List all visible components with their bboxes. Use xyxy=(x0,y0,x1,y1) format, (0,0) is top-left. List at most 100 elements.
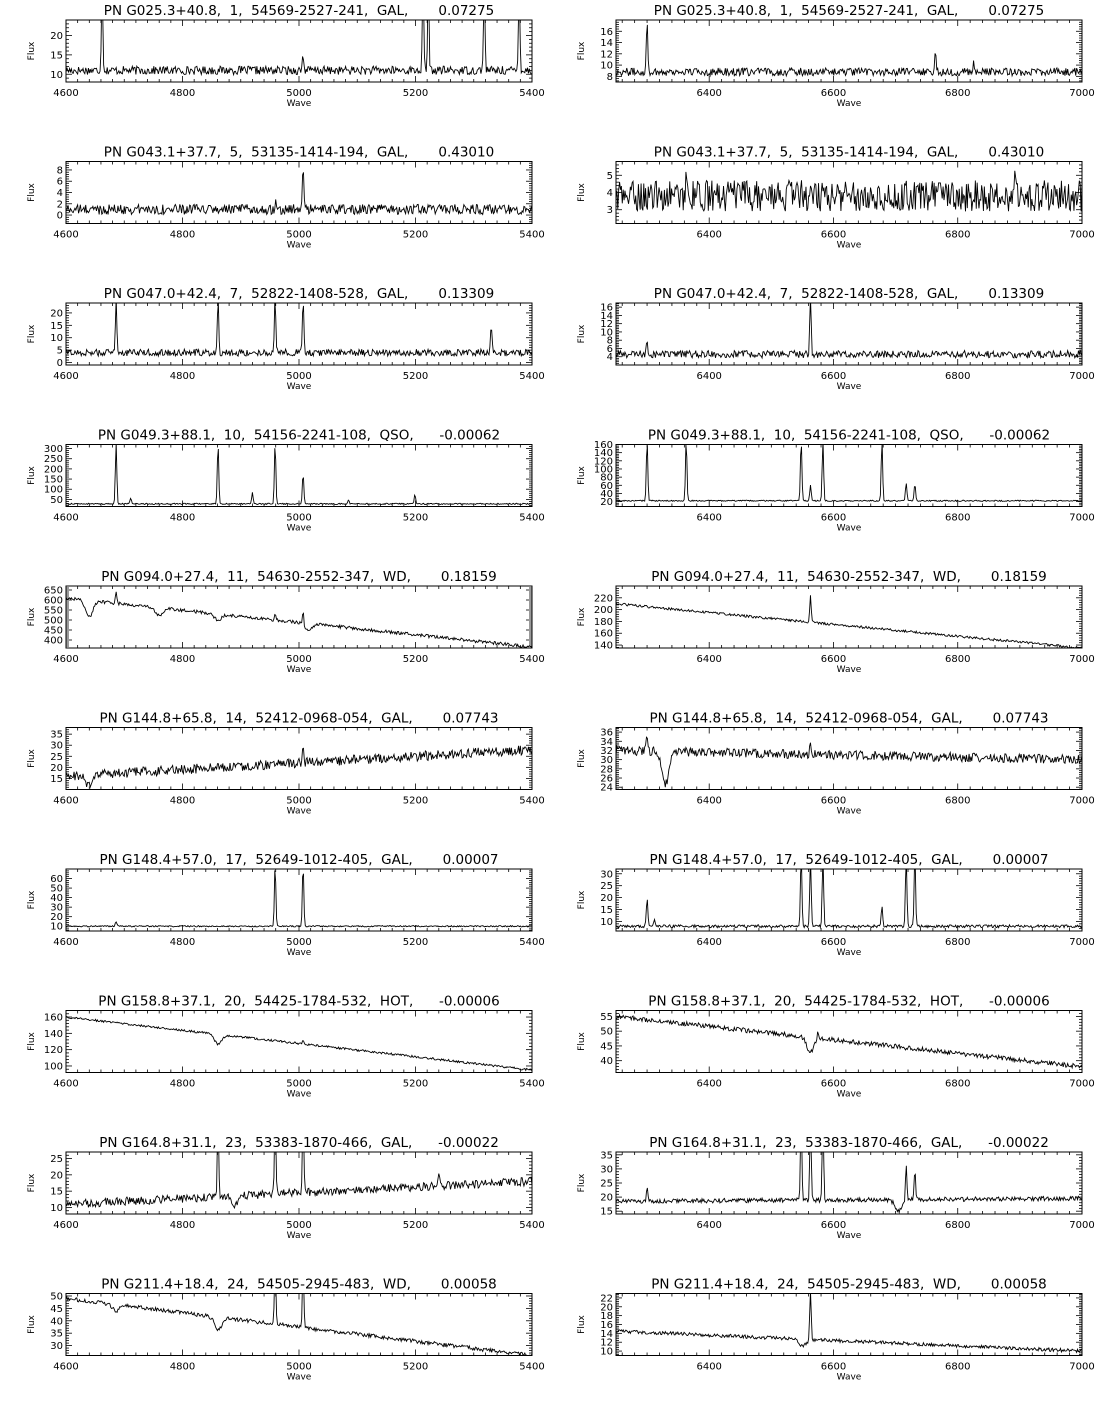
x-axis-label: Wave xyxy=(287,241,312,251)
x-tick-label: 4800 xyxy=(170,654,195,665)
x-tick-label: 5000 xyxy=(286,1220,311,1231)
x-tick-label: 7000 xyxy=(1069,654,1094,665)
x-tick-label: 5200 xyxy=(403,1079,428,1090)
y-tick-label: 20 xyxy=(600,1302,613,1313)
y-tick-label: 12 xyxy=(600,319,613,330)
y-tick-label: 10 xyxy=(600,327,613,338)
y-axis-label: Flux xyxy=(27,324,37,343)
panel-title: PN G049.3+88.1, 10, 54156-2241-108, QSO,… xyxy=(648,428,1050,444)
y-tick-label: 16 xyxy=(600,303,613,314)
x-tick-label: 4600 xyxy=(53,654,78,665)
x-tick-label: 4600 xyxy=(53,1362,78,1373)
x-tick-label: 6400 xyxy=(696,1079,721,1090)
x-tick-label: 6600 xyxy=(821,230,846,241)
y-tick-label: 200 xyxy=(594,605,613,616)
x-tick-label: 6400 xyxy=(696,937,721,948)
x-tick-label: 5400 xyxy=(519,371,544,382)
x-tick-label: 4600 xyxy=(53,796,78,807)
x-axis-label: Wave xyxy=(837,1231,862,1241)
spectrum-panel: PN G047.0+42.4, 7, 52822-1408-528, GAL, … xyxy=(27,286,545,392)
plot-frame xyxy=(615,302,1083,366)
y-axis-label: Flux xyxy=(27,1031,37,1050)
plot-frame xyxy=(615,1010,1083,1073)
y-tick-label: 60 xyxy=(600,481,613,492)
x-axis-label: Wave xyxy=(837,1090,862,1100)
y-tick-label: 20 xyxy=(50,912,63,923)
x-tick-label: 6800 xyxy=(945,513,970,524)
y-tick-label: 22 xyxy=(600,1293,613,1304)
x-tick-label: 5200 xyxy=(403,513,428,524)
x-tick-label: 5400 xyxy=(519,1220,544,1231)
y-tick-label: 20 xyxy=(50,763,63,774)
y-tick-label: 140 xyxy=(594,448,613,459)
y-tick-label: 180 xyxy=(594,617,613,628)
x-tick-label: 6400 xyxy=(696,654,721,665)
x-tick-label: 5000 xyxy=(286,513,311,524)
x-axis-label: Wave xyxy=(287,1373,312,1383)
x-tick-label: 5400 xyxy=(519,88,544,99)
y-tick-label: 32 xyxy=(600,746,613,757)
x-tick-label: 5400 xyxy=(519,1079,544,1090)
y-tick-label: 4 xyxy=(57,188,63,199)
x-tick-label: 6600 xyxy=(821,1079,846,1090)
x-tick-label: 6800 xyxy=(945,371,970,382)
x-tick-label: 7000 xyxy=(1069,1220,1094,1231)
spectrum-panel: PN G164.8+31.1, 23, 53383-1870-466, GAL,… xyxy=(577,1135,1095,1241)
y-tick-label: 26 xyxy=(600,774,613,785)
y-axis-label: Flux xyxy=(577,748,587,767)
spectrum-line xyxy=(66,444,532,506)
x-tick-label: 5400 xyxy=(519,796,544,807)
x-tick-label: 5200 xyxy=(403,796,428,807)
x-tick-label: 5000 xyxy=(286,1362,311,1373)
y-axis-label: Flux xyxy=(27,41,37,60)
panel-title: PN G158.8+37.1, 20, 54425-1784-532, HOT,… xyxy=(98,994,499,1010)
x-tick-label: 6600 xyxy=(821,654,846,665)
x-tick-label: 4600 xyxy=(53,1079,78,1090)
y-tick-label: 8 xyxy=(607,336,613,347)
panel-title: PN G211.4+18.4, 24, 54505-2945-483, WD, … xyxy=(101,1277,497,1293)
panel-title: PN G043.1+37.7, 5, 53135-1414-194, GAL, … xyxy=(654,145,1044,161)
spectrum-line xyxy=(616,24,1082,78)
x-tick-label: 6800 xyxy=(945,1220,970,1231)
spectrum-line xyxy=(616,170,1082,212)
y-tick-label: 35 xyxy=(50,730,63,741)
y-tick-label: 20 xyxy=(50,1170,63,1181)
x-tick-label: 5000 xyxy=(286,88,311,99)
spectrum-line xyxy=(66,1152,532,1210)
y-tick-label: 200 xyxy=(44,464,63,475)
y-tick-label: 8 xyxy=(607,72,613,83)
y-axis-label: Flux xyxy=(27,890,37,909)
y-tick-label: 100 xyxy=(44,1061,63,1072)
y-tick-label: 0 xyxy=(57,358,63,369)
x-axis-label: Wave xyxy=(837,99,862,109)
x-tick-label: 6400 xyxy=(696,1362,721,1373)
x-tick-label: 6600 xyxy=(821,513,846,524)
y-axis-label: Flux xyxy=(27,465,37,484)
y-tick-label: 10 xyxy=(50,333,63,344)
x-tick-label: 5400 xyxy=(519,654,544,665)
y-tick-label: 5 xyxy=(607,171,613,182)
plot-frame xyxy=(65,868,533,932)
spectrum-panel: PN G049.3+88.1, 10, 54156-2241-108, QSO,… xyxy=(27,428,545,534)
y-tick-label: 40 xyxy=(600,489,613,500)
spectrum-line xyxy=(66,591,532,648)
y-tick-label: 36 xyxy=(600,728,613,739)
y-tick-label: 100 xyxy=(594,464,613,475)
y-axis-label: Flux xyxy=(27,748,37,767)
y-tick-label: 400 xyxy=(44,636,63,647)
spectrum-line xyxy=(616,444,1082,503)
panel-title: PN G144.8+65.8, 14, 52412-0968-054, GAL,… xyxy=(650,711,1049,727)
y-tick-label: 12 xyxy=(600,1338,613,1349)
spectrum-line xyxy=(66,20,532,77)
y-tick-label: 35 xyxy=(600,1150,613,1161)
x-tick-label: 6600 xyxy=(821,88,846,99)
y-axis-label: Flux xyxy=(577,41,587,60)
x-tick-label: 4800 xyxy=(170,937,195,948)
spectrum-line xyxy=(616,1013,1082,1070)
spectrum-panel: PN G148.4+57.0, 17, 52649-1012-405, GAL,… xyxy=(27,852,545,958)
panel-title: PN G047.0+42.4, 7, 52822-1408-528, GAL, … xyxy=(654,286,1044,302)
spectrum-panel: PN G144.8+65.8, 14, 52412-0968-054, GAL,… xyxy=(27,711,545,817)
plot-frame xyxy=(615,1293,1083,1356)
y-axis-label: Flux xyxy=(27,1173,37,1192)
y-tick-label: 10 xyxy=(50,922,63,933)
